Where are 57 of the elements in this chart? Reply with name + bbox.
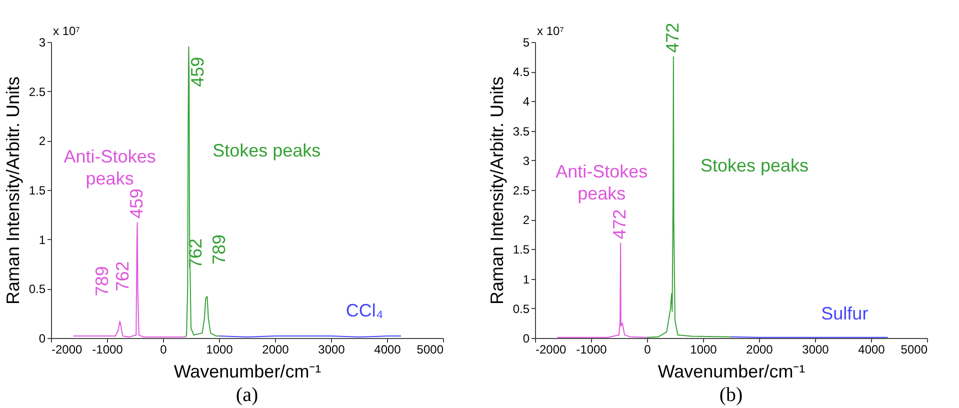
x-tick-label: 0: [160, 342, 168, 356]
x-axis-title: Wavenumber/cm⁻¹: [658, 362, 806, 382]
series-label: Sulfur: [821, 303, 868, 324]
y-tick-label: 2.5: [512, 184, 530, 198]
y-tick-label: 1.5: [28, 184, 46, 198]
x-tick-label: 3000: [802, 342, 830, 356]
x-tick-label: 1000: [206, 342, 234, 356]
annotation: 472: [662, 22, 682, 53]
y-tick-label: 0.5: [28, 282, 46, 296]
annotation: 789: [92, 266, 112, 296]
text: Anti-Stokes peaks: [64, 146, 156, 189]
text: (b): [719, 384, 743, 406]
y-tick-label: 1: [38, 232, 46, 247]
x-tick-label: 3000: [318, 342, 346, 356]
x-tick-label: 2000: [746, 342, 774, 356]
series-label: Stokes peaks: [700, 155, 809, 176]
y-tick-label: 3.5: [512, 124, 530, 138]
text: Anti-Stokes peaks: [556, 161, 648, 204]
text: x 10⁷: [53, 24, 80, 38]
y-axis-title: Raman Intensity/Arbitr. Units: [486, 76, 507, 305]
x-tick-label: -2000: [52, 342, 83, 356]
text: x 10⁷: [537, 24, 564, 38]
y-tick-label: 2: [38, 134, 46, 148]
y-tick-label: 5: [522, 36, 530, 50]
y-tick-label: 4: [522, 94, 530, 109]
y-tick-label: 1: [522, 272, 530, 286]
y-tick-label: 0: [522, 332, 530, 346]
y-tick-label: 1.5: [512, 242, 530, 257]
annotation: 459: [188, 56, 208, 87]
y-tick-label: 3: [522, 154, 530, 168]
y-axis-title: Raman Intensity/Arbitr. Units: [2, 76, 23, 305]
x-tick-label: -2000: [536, 342, 567, 356]
annotation: 459: [126, 188, 146, 219]
y-tick-label: 2.5: [28, 84, 46, 99]
text: (a): [236, 384, 258, 406]
x-tick-label: 2000: [262, 342, 290, 356]
y-tick-label: 0: [38, 332, 46, 346]
x-tick-label: -1000: [576, 342, 608, 356]
annotation: 472: [610, 209, 630, 240]
y-tick-label: 3: [38, 36, 46, 50]
annotation: 789: [209, 234, 230, 265]
x-tick-label: 4000: [374, 342, 402, 356]
x-tick-label: 0: [644, 342, 652, 356]
x-tick-label: 1000: [690, 342, 718, 356]
x-tick-label: 5000: [416, 342, 444, 356]
y-tick-label: 4.5: [512, 65, 530, 80]
x-tick-label: 5000: [900, 342, 928, 356]
series-label: CCl₄: [346, 300, 384, 320]
annotation: 762: [112, 261, 132, 292]
y-tick-label: 2: [522, 213, 530, 228]
y-tick-label: 0.5: [512, 302, 530, 316]
line-series: [72, 222, 186, 338]
line-series: [556, 242, 648, 338]
x-tick-label: 4000: [858, 342, 886, 356]
x-tick-label: -1000: [92, 342, 124, 356]
series-label: Stokes peaks: [212, 140, 321, 161]
x-axis-title: Wavenumber/cm⁻¹: [174, 362, 322, 382]
